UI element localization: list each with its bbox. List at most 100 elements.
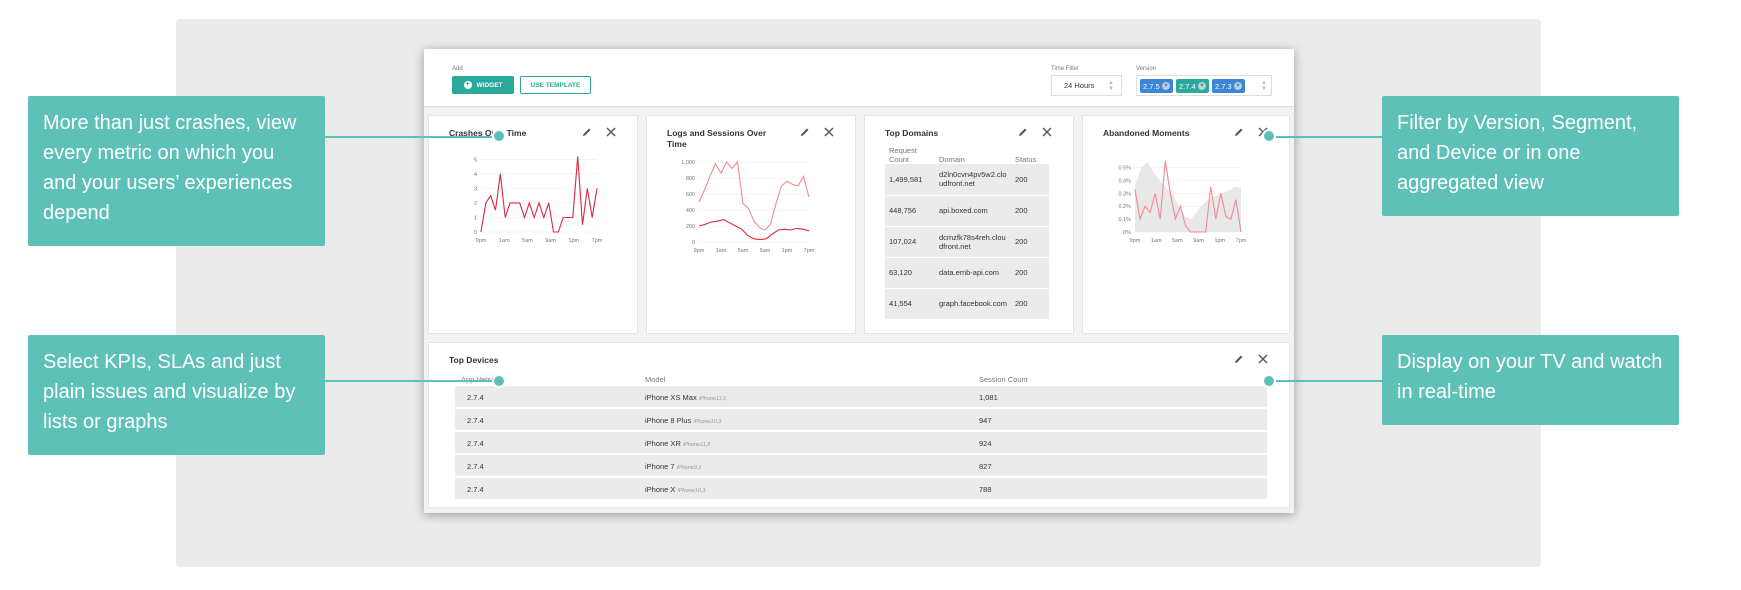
- close-icon[interactable]: [823, 126, 835, 138]
- edit-icon[interactable]: [1233, 126, 1245, 138]
- x-tick-label: 1pm: [568, 238, 579, 244]
- y-tick-label: 2: [474, 201, 477, 207]
- widget-title: Crashes Over Time: [449, 128, 527, 138]
- x-tick-label: 7pm: [804, 248, 815, 254]
- callout-metrics: More than just crashes, view every metri…: [28, 96, 325, 246]
- y-tick-label: 800: [686, 176, 695, 182]
- table-row[interactable]: 2.7.4 iPhone XS Max iPhone11,6 1,081: [455, 386, 1267, 408]
- callout-connector: [1268, 136, 1386, 138]
- table-row[interactable]: 1,499,581 d2ln0cvn4pv5w2.cloudfront.net 20…: [885, 164, 1049, 196]
- y-tick-label: 600: [686, 192, 695, 198]
- column-header: Model: [645, 375, 666, 384]
- table-row[interactable]: 2.7.4 iPhone 7 iPhone9,1 827: [455, 455, 1267, 477]
- y-tick-label: 3: [474, 186, 477, 192]
- y-tick-label: 0: [692, 240, 695, 246]
- version-filter[interactable]: 2.7.5 × 2.7.4 × 2.7.3 × ▲ ▼: [1136, 75, 1272, 96]
- y-tick-label: 4: [474, 172, 477, 178]
- close-icon[interactable]: [1041, 126, 1053, 138]
- add-label: Add: [452, 66, 463, 72]
- version-chip[interactable]: 2.7.3 ×: [1212, 79, 1245, 93]
- y-tick-label: 0%: [1123, 230, 1131, 236]
- callout-connector: [324, 136, 499, 138]
- y-tick-label: 0: [474, 230, 477, 236]
- table-row[interactable]: 2.7.4 iPhone X iPhone10,3 788: [455, 478, 1267, 500]
- add-widget-button[interactable]: + WIDGET: [452, 76, 514, 94]
- line-series: [698, 160, 810, 231]
- x-tick-label: 1pm: [782, 248, 793, 254]
- y-tick-label: 400: [686, 208, 695, 214]
- y-tick-label: 0.2%: [1118, 204, 1131, 210]
- callout-dot: [492, 374, 506, 388]
- toolbar: Add + WIDGET USE TEMPLATE Time Filter 24…: [424, 49, 1294, 107]
- use-template-button[interactable]: USE TEMPLATE: [520, 76, 591, 94]
- table-row[interactable]: 41,554 graph.facebook.com 200: [885, 288, 1049, 320]
- dashboard-window: Add + WIDGET USE TEMPLATE Time Filter 24…: [424, 49, 1294, 513]
- crashes-chart-svg: 0 1 2 3 4 5 9pm 1am 5am 9am 1pm 7pm: [474, 156, 603, 244]
- table-row[interactable]: 2.7.4 iPhone 8 Plus iPhone10,3 947: [455, 409, 1267, 431]
- version-chip[interactable]: 2.7.5 ×: [1140, 79, 1173, 93]
- remove-chip-icon[interactable]: ×: [1198, 82, 1206, 90]
- y-tick-label: 0.1%: [1118, 217, 1131, 223]
- column-header: Domain: [939, 155, 965, 164]
- edit-icon[interactable]: [1017, 126, 1029, 138]
- y-tick-label: 0.4%: [1118, 178, 1131, 184]
- widget-title: Abandoned Moments: [1103, 128, 1190, 138]
- logs-sessions-chart-svg: 0 200 400 600 800 1,000 9pm 1am 5am 9am 1pm 7pm: [681, 160, 815, 254]
- add-widget-label: WIDGET: [476, 81, 503, 89]
- plus-icon: +: [463, 81, 472, 89]
- y-tick-label: 5: [474, 157, 477, 163]
- line-series: [698, 219, 810, 241]
- close-icon[interactable]: [605, 126, 617, 138]
- top-devices-widget: Top Devices App Version Model Session Co…: [428, 342, 1290, 508]
- x-tick-label: 9pm: [476, 238, 487, 244]
- callout-dot: [1262, 374, 1276, 388]
- table-row[interactable]: 448,756 api.boxed.com 200: [885, 195, 1049, 227]
- remove-chip-icon[interactable]: ×: [1234, 82, 1242, 90]
- x-tick-label: 7pm: [592, 238, 603, 244]
- column-header: Status: [1015, 155, 1037, 164]
- y-tick-label: 0.3%: [1118, 191, 1131, 197]
- table-row[interactable]: 2.7.4 iPhone XR iPhone11,8 924: [455, 432, 1267, 454]
- callout-dot: [1262, 129, 1276, 143]
- callout-kpis: Select KPIs, SLAs and just plain issues …: [28, 335, 325, 455]
- column-header: Session Count: [979, 375, 1028, 384]
- version-label: Version: [1136, 66, 1157, 72]
- close-icon[interactable]: [1257, 353, 1269, 365]
- y-tick-label: 0.5%: [1118, 165, 1131, 171]
- edit-icon[interactable]: [799, 126, 811, 138]
- abandoned-moments-chart-svg: 0% 0.1% 0.2% 0.3% 0.4% 0.5% 9pm 1am 5am 9am 1pm 7pm: [1118, 160, 1247, 244]
- column-header: App Version: [461, 375, 501, 384]
- x-tick-label: 1pm: [1214, 238, 1225, 244]
- area-series: [1135, 162, 1241, 232]
- x-tick-label: 1am: [499, 238, 510, 244]
- x-tick-label: 1am: [716, 248, 727, 254]
- callout-dot: [492, 129, 506, 143]
- remove-chip-icon[interactable]: ×: [1162, 82, 1170, 90]
- table-row[interactable]: 63,120 data.emb-api.com 200: [885, 257, 1049, 289]
- x-tick-label: 5am: [522, 238, 533, 244]
- x-tick-label: 9am: [545, 238, 556, 244]
- time-filter-select[interactable]: 24 Hours ▲ ▼: [1051, 75, 1122, 96]
- time-filter-label: Time Filter: [1051, 66, 1080, 72]
- y-tick-label: 1,000: [681, 160, 695, 166]
- sort-arrows-icon: ▲ ▼: [1108, 80, 1114, 92]
- top-domains-table: Request Count Domain Status 1,499,581 d2l…: [885, 144, 1049, 320]
- line-series: [1134, 160, 1242, 233]
- x-tick-label: 9am: [1193, 238, 1204, 244]
- x-tick-label: 9am: [760, 248, 771, 254]
- crashes-widget: Crashes Over Time 0 1 2 3 4 5 9pm 1am 5am 9am 1pm 7…: [428, 115, 638, 334]
- x-tick-label: 5am: [1172, 238, 1183, 244]
- y-tick-label: 1: [474, 215, 477, 221]
- edit-icon[interactable]: [1233, 353, 1245, 365]
- edit-icon[interactable]: [581, 126, 593, 138]
- callout-connector: [1268, 380, 1386, 382]
- column-header: Request Count: [889, 146, 917, 164]
- table-row[interactable]: 107,024 dcmzfk78s4reh.cloudfront.net 200: [885, 226, 1049, 258]
- x-tick-label: 1am: [1151, 238, 1162, 244]
- y-tick-label: 200: [686, 224, 695, 230]
- widget-title: Logs and Sessions Over Time: [667, 128, 767, 149]
- callout-filter: Filter by Version, Segment, and Device o…: [1382, 96, 1679, 216]
- widget-title: Top Devices: [449, 355, 499, 365]
- logs-sessions-widget: Logs and Sessions Over Time 0 200 400 600 80…: [646, 115, 856, 334]
- version-chip[interactable]: 2.7.4 ×: [1176, 79, 1209, 93]
